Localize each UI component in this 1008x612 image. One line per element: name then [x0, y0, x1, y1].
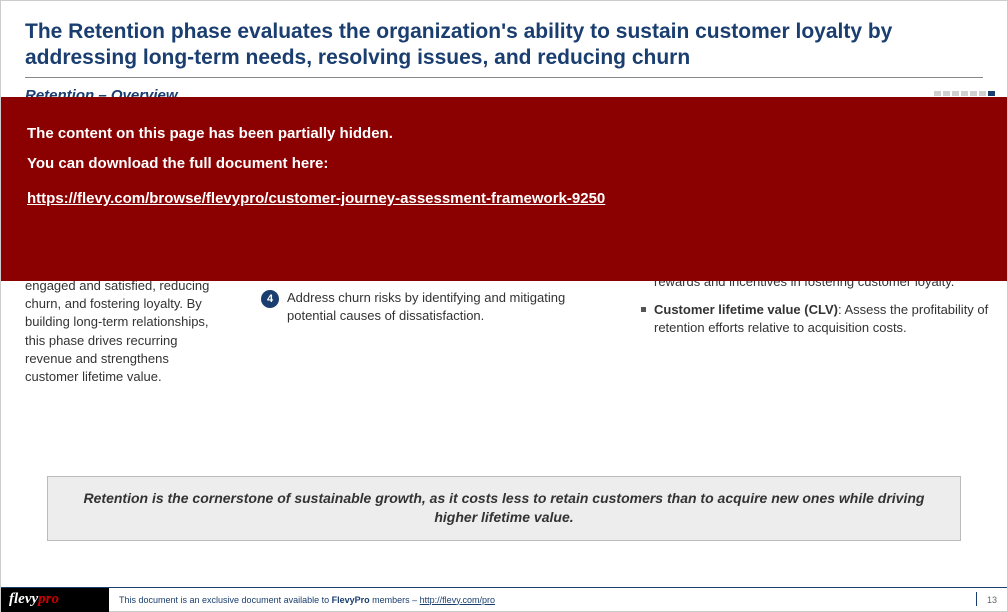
slide: The Retention phase evaluates the organi…: [0, 0, 1008, 612]
progress-tick: [934, 91, 941, 96]
left-column-text: engaged and satisfied, reducing churn, a…: [25, 277, 225, 386]
overlay-download-link[interactable]: https://flevy.com/browse/flevypro/custom…: [27, 190, 605, 207]
slide-title: The Retention phase evaluates the organi…: [25, 19, 983, 72]
flevypro-logo: flevypro: [1, 588, 109, 612]
progress-tick: [961, 91, 968, 96]
overlay-line2: You can download the full document here:: [27, 151, 981, 177]
hidden-content-overlay: The content on this page has been partia…: [1, 97, 1007, 281]
progress-tick: [970, 91, 977, 96]
progress-tick: [952, 91, 959, 96]
callout-box: Retention is the cornerstone of sustaina…: [47, 476, 961, 541]
progress-indicator: [934, 91, 995, 96]
footer-bold: FlevyPro: [332, 595, 370, 605]
progress-tick: [988, 91, 995, 96]
footer-pre: This document is an exclusive document a…: [119, 595, 332, 605]
right-column: rewards and incentives in fostering cust…: [641, 273, 991, 348]
footer: flevypro This document is an exclusive d…: [1, 587, 1007, 611]
logo-main: flevy: [9, 591, 38, 608]
numbered-text: Address churn risks by identifying and m…: [287, 289, 601, 324]
progress-tick: [943, 91, 950, 96]
footer-text: This document is an exclusive document a…: [119, 595, 495, 605]
numbered-item: 4 Address churn risks by identifying and…: [261, 289, 601, 324]
footer-link[interactable]: http://flevy.com/pro: [420, 595, 495, 605]
page-number: 13: [987, 595, 997, 605]
overlay-line1: The content on this page has been partia…: [27, 121, 981, 147]
middle-column: 4 Address churn risks by identifying and…: [261, 289, 601, 334]
footer-divider: [976, 592, 977, 606]
progress-tick: [979, 91, 986, 96]
bullet-bold: Customer lifetime value (CLV): [654, 302, 838, 317]
bullet-item: Customer lifetime value (CLV): Assess th…: [641, 301, 991, 337]
logo-sub: pro: [38, 591, 59, 608]
number-badge: 4: [261, 290, 279, 308]
title-rule: [25, 77, 983, 78]
bullet-square-icon: [641, 307, 646, 312]
footer-post: members –: [370, 595, 420, 605]
bullet-text: Customer lifetime value (CLV): Assess th…: [654, 301, 991, 337]
